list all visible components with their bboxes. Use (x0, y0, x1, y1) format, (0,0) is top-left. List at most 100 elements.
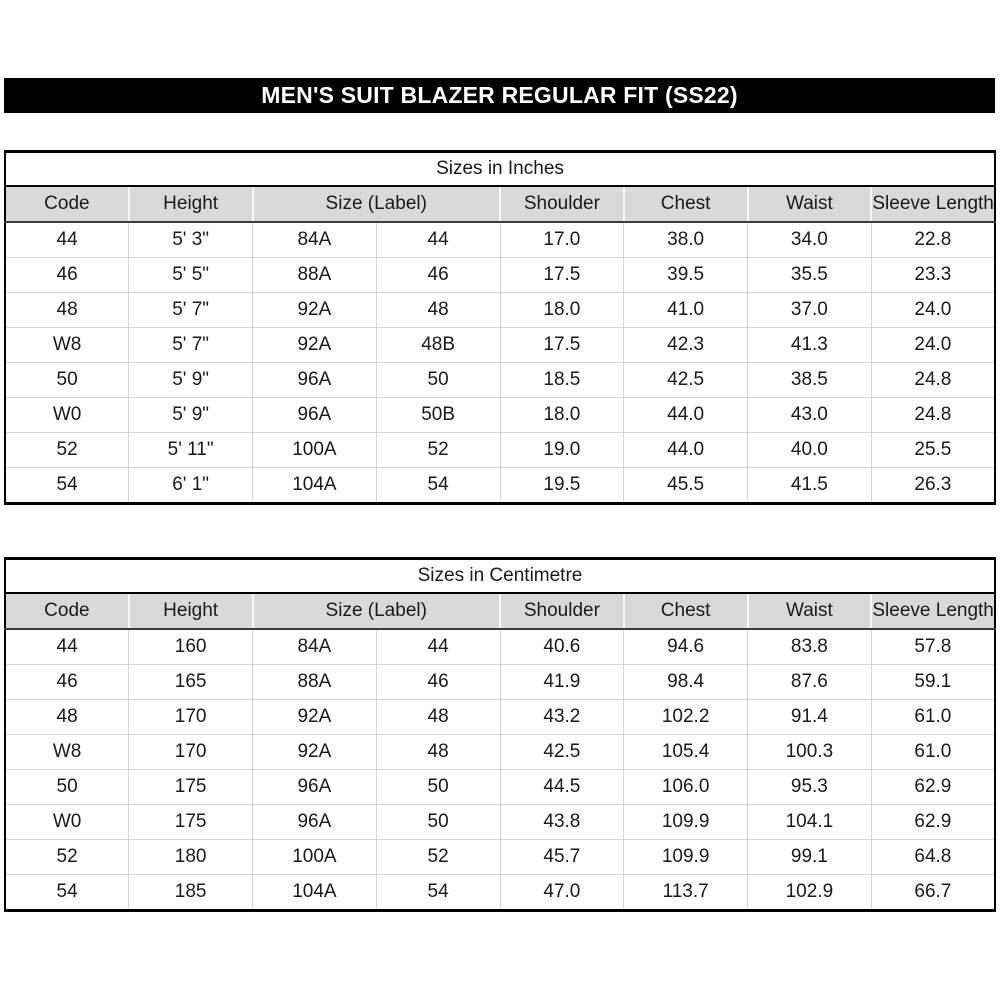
col-header-height: Height (127, 186, 253, 223)
table-cell: 106.0 (623, 769, 748, 805)
table-cell: 52 (375, 432, 500, 468)
table-cell: 45.5 (623, 467, 748, 504)
table-cell: 52 (5, 839, 129, 875)
table-cell: 109.9 (623, 804, 748, 840)
table-cell: 18.0 (499, 397, 624, 433)
table-cell: 54 (375, 467, 500, 504)
table-cell: 48B (375, 327, 500, 363)
table-cell: 35.5 (747, 257, 872, 293)
sizes-in-inches-table: Sizes in Inches Code Height Size (Label)… (4, 150, 996, 505)
table-cell: 160 (128, 629, 253, 665)
table-cell: 5' 5" (128, 257, 253, 293)
table-cell: 42.5 (623, 362, 748, 398)
centimetre-table-body: 44 160 84A 44 40.6 94.6 83.8 57.8 46 165 88A 46 41.9… (5, 629, 995, 911)
table-cell: 46 (5, 257, 129, 293)
table-cell: 44.5 (499, 769, 624, 805)
table-cell: 43.2 (499, 699, 624, 735)
table-cell: 61.0 (870, 734, 995, 770)
table-cell: 98.4 (623, 664, 748, 700)
table-cell: 5' 3" (128, 222, 253, 258)
table-row: W8 170 92A 48 42.5 105.4 100.3 61.0 (5, 734, 995, 770)
table-cell: 175 (128, 769, 253, 805)
column-header-row: Code Height Size (Label) Shoulder Chest … (5, 186, 995, 223)
table-cell: 84A (252, 629, 377, 665)
table-caption-row: Sizes in Centimetre (5, 558, 995, 594)
table-cell: 180 (128, 839, 253, 875)
table-cell: 99.1 (747, 839, 872, 875)
table-cell: 25.5 (870, 432, 995, 468)
table-cell: 41.5 (747, 467, 872, 504)
table-cell: 48 (375, 292, 500, 328)
table-cell: 40.0 (747, 432, 872, 468)
table-caption: Sizes in Centimetre (5, 558, 995, 594)
table-row: 50 5' 9" 96A 50 18.5 42.5 38.5 24.8 (5, 362, 995, 398)
table-cell: 24.8 (870, 397, 995, 433)
table-cell: 17.5 (499, 257, 624, 293)
table-cell: 96A (252, 804, 377, 840)
col-header-waist: Waist (746, 593, 872, 630)
table-cell: 17.0 (499, 222, 624, 258)
table-cell: 96A (252, 362, 377, 398)
col-header-code: Code (5, 593, 129, 630)
table-row: 54 185 104A 54 47.0 113.7 102.9 66.7 (5, 874, 995, 911)
table-cell: 19.0 (499, 432, 624, 468)
table-cell: 46 (5, 664, 129, 700)
table-cell: 41.3 (747, 327, 872, 363)
table-cell: 41.0 (623, 292, 748, 328)
table-cell: 48 (375, 699, 500, 735)
table-cell: 104A (252, 874, 377, 911)
table-cell: 57.8 (870, 629, 995, 665)
table-cell: 41.9 (499, 664, 624, 700)
table-cell: 37.0 (747, 292, 872, 328)
table-cell: W8 (5, 734, 129, 770)
table-cell: 109.9 (623, 839, 748, 875)
title-bar: MEN'S SUIT BLAZER REGULAR FIT (SS22) (4, 78, 995, 113)
table-cell: 175 (128, 804, 253, 840)
table-cell: 5' 7" (128, 327, 253, 363)
col-header-code: Code (5, 186, 129, 223)
table-cell: 18.0 (499, 292, 624, 328)
table-cell: 113.7 (623, 874, 748, 911)
table-row: W0 175 96A 50 43.8 109.9 104.1 62.9 (5, 804, 995, 840)
table-cell: 44 (56, 636, 78, 657)
table-row: W8 5' 7" 92A 48B 17.5 42.3 41.3 24.0 (5, 327, 995, 363)
table-cell: 95.3 (747, 769, 872, 805)
table-cell: 22.8 (870, 222, 995, 258)
table-row: 50 175 96A 50 44.5 106.0 95.3 62.9 (5, 769, 995, 805)
table-cell: 24.0 (870, 292, 995, 328)
table-cell: 5' 9" (128, 362, 253, 398)
table-cell: 94.6 (623, 629, 748, 665)
table-cell: 88A (252, 664, 377, 700)
table-cell: 17.5 (499, 327, 624, 363)
table-cell: 83.8 (747, 629, 872, 665)
table-cell: 44 (375, 222, 500, 258)
col-header-size-label: Size (Label) (251, 186, 500, 223)
table-cell: 105.4 (623, 734, 748, 770)
table-cell: 39.5 (623, 257, 748, 293)
table-caption-row: Sizes in Inches (5, 151, 995, 187)
table-cell: 104A (252, 467, 377, 504)
table-cell: 52 (5, 432, 129, 468)
col-header-size-label: Size (Label) (251, 593, 500, 630)
table-cell: 92A (252, 327, 377, 363)
table-cell: 24.0 (870, 327, 995, 363)
table-row: 54 6' 1" 104A 54 19.5 45.5 41.5 26.3 (5, 467, 995, 504)
table-cell: 165 (128, 664, 253, 700)
col-header-waist: Waist (746, 186, 872, 223)
table-cell: 66.7 (870, 874, 995, 911)
table-cell: 50 (5, 769, 129, 805)
table-cell: 26.3 (870, 467, 995, 504)
table-cell: 50 (5, 362, 129, 398)
table-cell: 185 (128, 874, 253, 911)
col-header-sleeve-length: Sleeve Length (870, 593, 995, 630)
table-cell: 50 (375, 769, 500, 805)
table-cell: 92A (252, 734, 377, 770)
table-cell: 88A (252, 257, 377, 293)
table-cell: 23.3 (870, 257, 995, 293)
table-cell: 46 (375, 664, 500, 700)
table-cell: 92A (252, 699, 377, 735)
table-cell: 34.0 (747, 222, 872, 258)
col-header-chest: Chest (622, 593, 748, 630)
table-cell: W0 (5, 397, 129, 433)
table-cell: 5' 7" (128, 292, 253, 328)
